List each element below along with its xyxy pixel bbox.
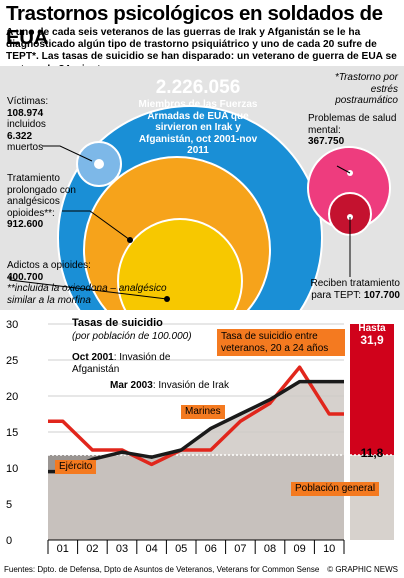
veterans-base-bar xyxy=(350,455,394,540)
bubble-diagram xyxy=(9,105,391,371)
army-point xyxy=(209,426,213,430)
army-point xyxy=(327,380,331,384)
opioid-label: Adictos a opioides: 400.700 **incluida l… xyxy=(7,260,177,306)
x-tick-label: 09 xyxy=(293,543,305,555)
marines-point xyxy=(238,419,242,423)
marines-point xyxy=(209,448,213,452)
y-tick-label: 15 xyxy=(6,427,18,439)
army-point xyxy=(179,448,183,452)
y-tick-label: 0 xyxy=(6,535,12,547)
y-tick-label: 20 xyxy=(6,391,18,403)
areas xyxy=(48,381,344,540)
victims-dead-bubble xyxy=(94,159,104,169)
ptsd-label: Reciben tratamiento para TEPT: 107.700 xyxy=(310,278,401,301)
veterans-high: Hasta 31,9 xyxy=(358,323,386,347)
mental-value: 367.750 xyxy=(308,136,345,147)
analgesics-label: Tratamiento prolongado con analgésicos o… xyxy=(7,173,76,230)
army-point xyxy=(238,412,242,416)
army-point xyxy=(150,455,154,459)
x-tick-label: 07 xyxy=(234,543,246,555)
marines-point xyxy=(61,419,65,423)
marines-point xyxy=(268,401,272,405)
total-desc: Miembros de las Fuerzas Armadas de EUA q… xyxy=(138,99,258,156)
analgesics-value: 912.600 xyxy=(7,219,44,230)
y-tick-label: 5 xyxy=(6,499,12,511)
mental-label: Problemas de salud mental: 367.750 xyxy=(308,113,397,147)
veterans-panel xyxy=(350,324,394,540)
marines-point xyxy=(150,462,154,466)
suicide-chart: 0 5 10 15 20 25 30 01 02 03 04 05 06 07 08 09 10 Tasas d… xyxy=(0,312,404,564)
victims-label: Víctimas: 108.974 incluidos 6.322 muerto… xyxy=(7,96,49,153)
army-area xyxy=(48,381,344,540)
chart-title: Tasas de suicidio xyxy=(72,317,163,329)
x-tick-label: 01 xyxy=(57,543,69,555)
x-tick-label: 06 xyxy=(205,543,217,555)
army-label: Ejército xyxy=(55,460,97,474)
marines-label: Marines xyxy=(181,405,225,419)
x-tick-label: 04 xyxy=(145,543,157,555)
y-tick-label: 10 xyxy=(6,463,18,475)
dead-value: 6.322 xyxy=(7,130,33,142)
annotation-afghanistan: Oct 2001: Invasión de Afganistán xyxy=(72,352,171,375)
victims-value: 108.974 xyxy=(7,107,44,119)
credit: © GRAPHIC NEWS xyxy=(327,565,398,574)
x-tick-label: 02 xyxy=(86,543,98,555)
population-label: Población general xyxy=(291,482,380,496)
marines-point xyxy=(327,412,331,416)
y-tick-label: 25 xyxy=(6,355,18,367)
marines-line xyxy=(48,365,344,467)
opioid-note: **incluida la oxicodona – analgésico sim… xyxy=(7,283,167,306)
marines-point xyxy=(90,448,94,452)
marines-point xyxy=(298,365,302,369)
footer: Fuentes: Dpto. de Defensa, Dpto de Asunt… xyxy=(4,565,400,575)
leader-lines xyxy=(9,145,351,300)
veterans-callout: Tasa de suicidio entre veteranos, 20 a 2… xyxy=(217,329,345,356)
page-title: Trastornos psicológicos en soldados de E… xyxy=(6,2,383,49)
y-tick-label: 30 xyxy=(6,319,18,331)
army-point xyxy=(120,450,124,454)
x-tick-label: 08 xyxy=(264,543,276,555)
ptsd-value: 107.700 xyxy=(363,289,400,301)
x-tick-label: 03 xyxy=(116,543,128,555)
x-tick-label: 05 xyxy=(175,543,187,555)
veterans-low: 11,8 xyxy=(360,446,384,460)
bubble-panel: 2.226.056 Miembros de las Fuerzas Armada… xyxy=(0,66,404,371)
total-value: 2.226.056 xyxy=(155,77,241,98)
army-point xyxy=(298,380,302,384)
sources: Fuentes: Dpto. de Defensa, Dpto de Asunt… xyxy=(4,565,320,574)
total-block: 2.226.056 Miembros de las Fuerzas Armada… xyxy=(138,77,258,157)
army-point xyxy=(268,398,272,402)
veterans-range-bar xyxy=(350,324,394,456)
chart-subtitle: (por población de 100.000) xyxy=(72,331,192,342)
opioid-value: 400.700 xyxy=(7,271,44,283)
x-tick-label: 10 xyxy=(323,543,335,555)
annotation-iraq: Mar 2003: Invasión de Irak xyxy=(110,380,229,391)
footnote: *Trastorno por estrés postraumático xyxy=(334,72,398,106)
